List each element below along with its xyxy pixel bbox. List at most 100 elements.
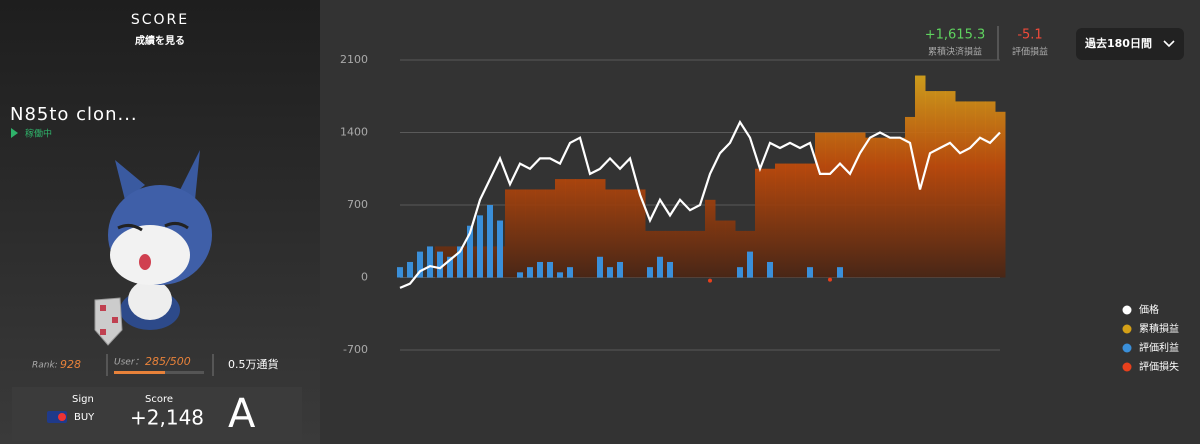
bar [807, 267, 813, 278]
area-step [605, 189, 616, 278]
area-step [815, 132, 826, 278]
dropdown-arrow[interactable] [1163, 40, 1175, 48]
status-icon [11, 128, 18, 138]
area-step [875, 137, 886, 278]
sign-label: Sign [72, 394, 94, 405]
bar [647, 267, 653, 278]
y-tick-label: 1400 [340, 126, 368, 139]
area-step [755, 168, 766, 278]
legend-label: 評価利益 [1139, 341, 1179, 354]
area-step [735, 230, 746, 278]
bar [547, 261, 553, 278]
area-step [545, 189, 556, 278]
bar [597, 256, 603, 278]
legend-label: 評価損失 [1139, 360, 1179, 373]
legend-swatch [1122, 305, 1132, 315]
y-tick-label: -700 [343, 343, 368, 356]
bar [837, 267, 843, 278]
legend-label: 累積損益 [1139, 322, 1179, 335]
sign: BUY [74, 412, 95, 423]
area-step [905, 116, 916, 278]
y-tick-label: 0 [361, 271, 368, 284]
area-step [955, 101, 966, 278]
area-step [785, 163, 796, 278]
dot [828, 277, 832, 282]
area-step [845, 132, 856, 278]
bar [567, 267, 573, 278]
rank: 928 [60, 358, 81, 371]
bar [667, 261, 673, 278]
area-step [655, 230, 666, 278]
area-step [825, 132, 836, 278]
bar [477, 215, 483, 278]
avatar [94, 150, 212, 346]
area-step [765, 168, 776, 278]
area-step [695, 230, 706, 278]
area-step [665, 230, 676, 278]
area-step [535, 189, 546, 278]
area-step [805, 163, 816, 278]
bar [617, 261, 623, 278]
unrealized-value: -5.1 [1017, 28, 1042, 43]
period[interactable]: 過去180日間 [1084, 36, 1152, 50]
unrealized-label: 評価損益 [1012, 46, 1048, 58]
area-step [565, 179, 576, 278]
realized-label: 累積決済損益 [928, 46, 982, 58]
rank-label: Rank: [32, 361, 58, 371]
area-step [715, 220, 726, 278]
bar [767, 261, 773, 278]
bar [397, 267, 403, 278]
status: 稼働中 [25, 128, 52, 140]
units: 0.5万通貨 [228, 357, 279, 371]
bar [497, 220, 503, 278]
score: +2,148 [130, 406, 204, 430]
area-step [795, 163, 806, 278]
area-step [865, 137, 876, 278]
area-step [855, 132, 866, 278]
bar [537, 261, 543, 278]
score-link[interactable]: 成績を見る [135, 34, 185, 47]
bar [457, 246, 463, 278]
legend-swatch [1122, 343, 1132, 353]
dot [708, 278, 712, 283]
area-step [595, 179, 606, 278]
legend-swatch [1122, 362, 1132, 372]
area-step [575, 179, 586, 278]
bar [467, 225, 473, 278]
heading: SCORE [131, 12, 189, 28]
bar [517, 272, 523, 278]
area-step [995, 111, 1006, 278]
score-label: Score [145, 394, 173, 405]
bar [527, 267, 533, 278]
y-tick-label: 2100 [340, 53, 368, 66]
area-step [915, 75, 926, 278]
area-step [945, 91, 956, 278]
area-step [775, 163, 786, 278]
area-step [505, 189, 516, 278]
area-step [635, 189, 646, 278]
realized-value: +1,615.3 [925, 28, 986, 43]
area-step [515, 189, 526, 278]
user-label: User： [114, 358, 144, 368]
area-step [525, 189, 536, 278]
bar [417, 251, 423, 278]
area-step [585, 179, 596, 278]
price-line [399, 119, 1001, 289]
user: 285/500 [145, 355, 191, 368]
bar [407, 261, 413, 278]
area-step [725, 220, 736, 278]
bot-name: N85to clon... [10, 104, 138, 125]
bar [657, 256, 663, 278]
area-step [645, 230, 656, 278]
flag-icon [58, 413, 66, 421]
progress-fill [114, 371, 165, 374]
area-step [625, 189, 636, 278]
period-dropdown[interactable] [1076, 28, 1184, 60]
bar [737, 267, 743, 278]
area-step [685, 230, 696, 278]
area-step [935, 91, 946, 278]
bar [607, 267, 613, 278]
bar [447, 256, 453, 278]
area-step [885, 137, 896, 278]
